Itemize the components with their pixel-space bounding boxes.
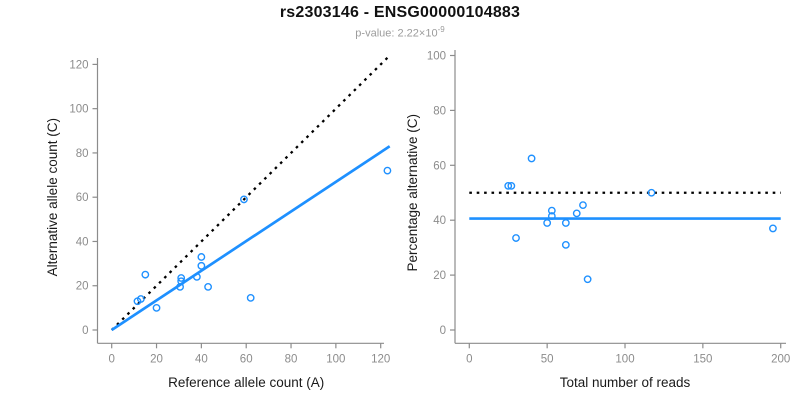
data-point [192,272,201,281]
data-point [246,294,255,302]
data-point [136,295,145,303]
x-tick-label: 120 [371,353,390,365]
data-point [579,201,587,210]
y-tick-label: 80 [76,148,89,160]
fit-line [110,145,391,332]
y-tick-label: 100 [427,51,446,63]
data-point [197,253,206,261]
x-tick-label: 60 [240,353,253,365]
y-axis-label: Percentage alternative (C) [405,114,420,272]
y-axis-label: Alternative allele count (C) [45,118,60,276]
data-point [177,277,186,286]
data-point [561,241,570,249]
data-point [543,219,552,227]
data-point [583,275,592,284]
x-tick-label: 80 [285,353,298,365]
y-tick-label: 20 [433,270,446,282]
data-point [507,181,516,190]
y-tick-label: 20 [76,281,89,293]
x-tick-label: 20 [150,353,163,365]
y-tick-label: 60 [76,192,89,204]
y-tick-label: 80 [433,105,446,117]
x-tick-label: 150 [693,353,712,365]
allele-counts-scatter: 0 20 40 60 80 100 120 0 20 40 60 80 100 120 Reference … [45,56,392,390]
data-point [176,282,184,291]
y-tick-label: 40 [76,236,89,248]
x-tick-label: 100 [615,353,634,365]
p-value-label: p-value: 2.22×10-9 [0,25,800,40]
x-tick-label: 0 [108,353,114,365]
data-point [769,224,777,233]
y-tick-label: 40 [433,215,446,227]
y-tick-label: 0 [82,325,88,337]
percentage-alternative-scatter: 0 50 100 150 200 0 20 40 60 80 100 Total number of … [405,50,790,390]
data-point [527,154,536,163]
data-point [512,234,520,242]
data-point [152,303,161,312]
x-tick-label: 50 [541,353,554,365]
data-point [141,270,150,279]
data-point [547,206,556,215]
y-tick-label: 100 [69,104,88,116]
data-point [204,282,212,291]
x-axis-label: Reference allele count (A) [168,375,324,390]
y-tick-label: 60 [433,160,446,172]
data-point [504,181,513,190]
data-point [177,274,186,282]
data-point [197,261,206,270]
x-tick-label: 0 [466,353,472,365]
y-tick-label: 0 [440,325,446,337]
data-point [547,212,556,220]
data-point [572,209,581,218]
x-tick-label: 100 [326,353,345,365]
data-point [561,219,570,227]
plot-title: rs2303146 - ENSG00000104883 [279,4,521,21]
p-value-exponent: -9 [437,25,445,34]
p-value-text: p-value: 2.22×10 [355,27,438,40]
y-tick-label: 120 [69,59,88,71]
x-tick-label: 40 [195,353,208,365]
data-point [383,166,392,175]
data-point [647,188,656,197]
data-point [240,195,248,204]
x-tick-label: 200 [771,353,790,365]
x-axis-label: Total number of reads [560,375,691,390]
identity-line [110,56,389,331]
